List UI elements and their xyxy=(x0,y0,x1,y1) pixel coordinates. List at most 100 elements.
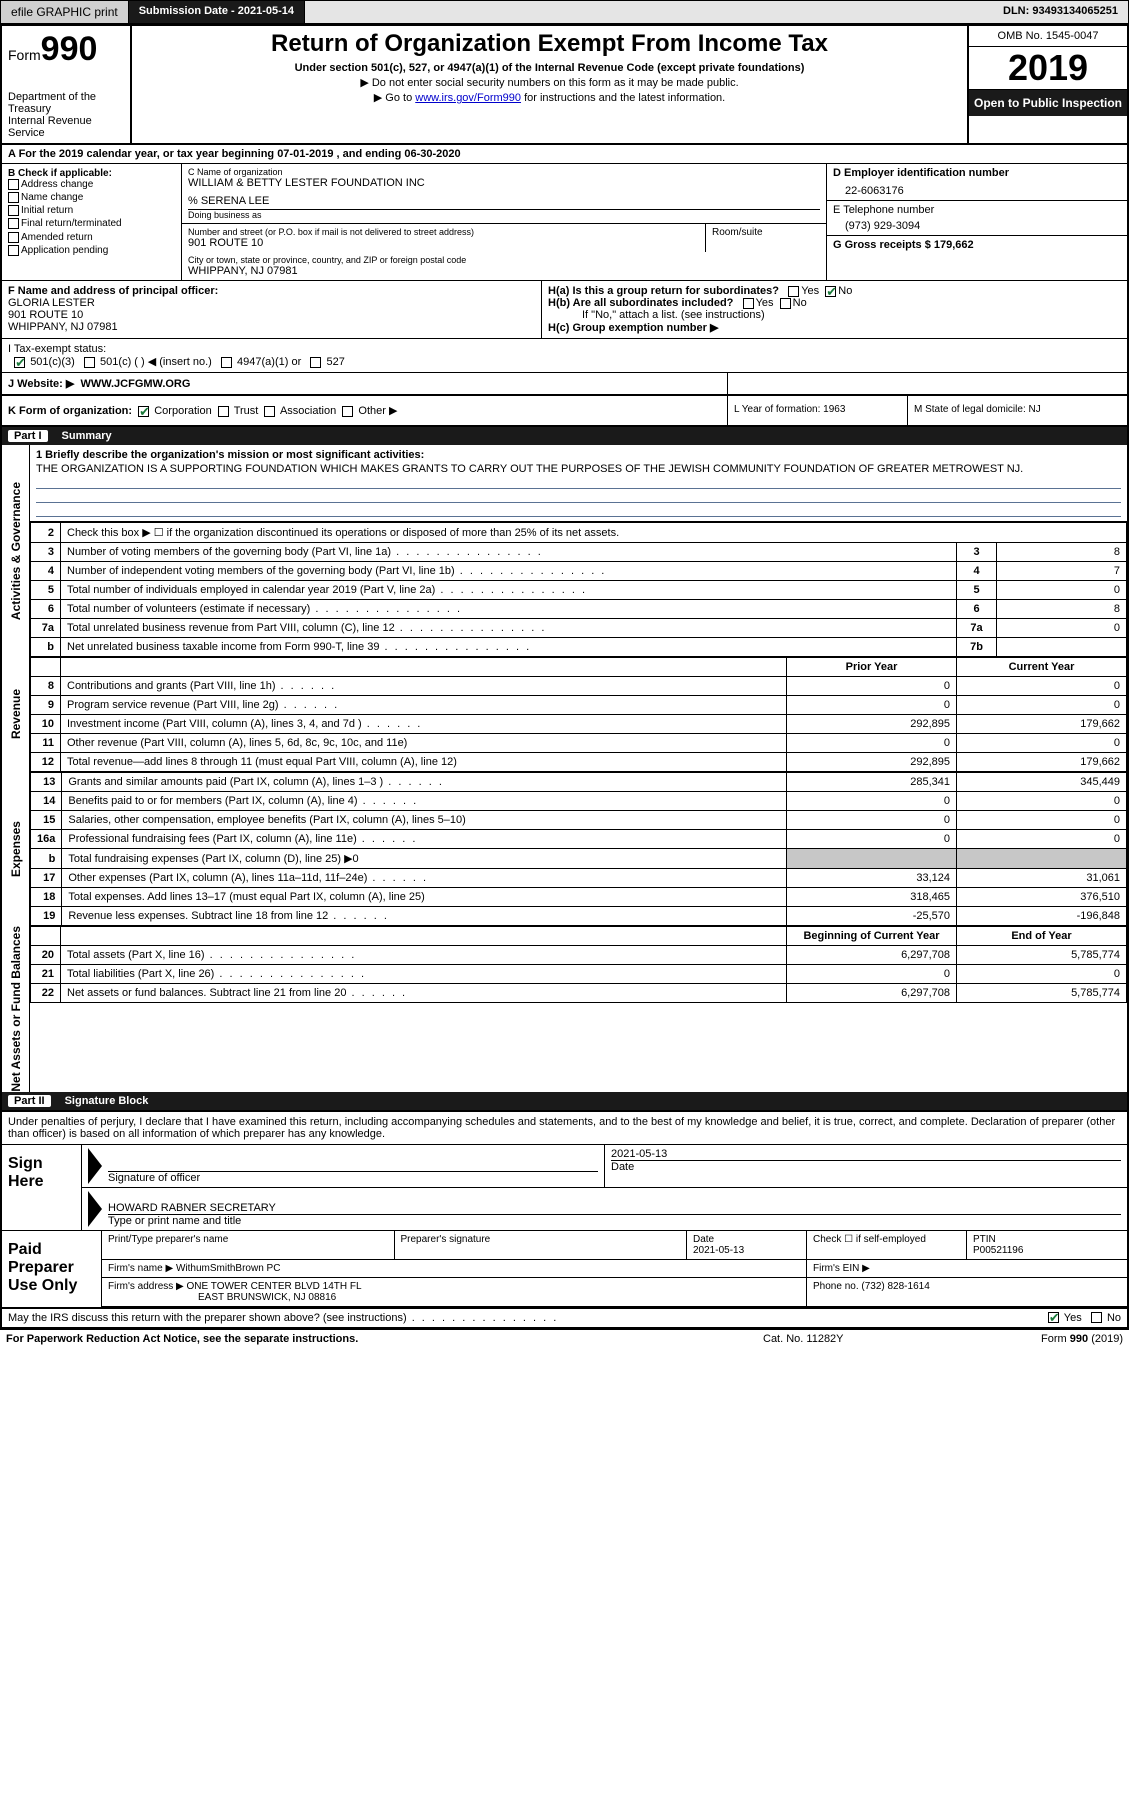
website-row: J Website: ▶ WWW.JCFGMW.ORG xyxy=(2,373,1127,396)
topbar-spacer xyxy=(305,1,993,23)
prep-self-employed[interactable]: Check ☐ if self-employed xyxy=(807,1231,967,1260)
table-row: 20Total assets (Part X, line 16)6,297,70… xyxy=(31,946,1127,965)
firm-name-row: Firm's name ▶ WithumSmithBrown PC Firm's… xyxy=(102,1260,1127,1278)
table-row: Prior YearCurrent Year xyxy=(31,658,1127,677)
table-row: 7aTotal unrelated business revenue from … xyxy=(31,619,1127,638)
page-footer: For Paperwork Reduction Act Notice, see … xyxy=(0,1330,1129,1348)
part-ii-title: Signature Block xyxy=(65,1095,149,1107)
gross-receipts-cell: G Gross receipts $ 179,662 xyxy=(827,236,1127,254)
chk-name-change[interactable]: Name change xyxy=(8,192,175,203)
chk-other[interactable] xyxy=(342,406,353,417)
irs-discuss-no[interactable] xyxy=(1091,1312,1102,1323)
footer-paperwork-notice: For Paperwork Reduction Act Notice, see … xyxy=(6,1333,763,1345)
ein-cell: D Employer identification number 22-6063… xyxy=(827,164,1127,201)
ha-yes[interactable]: Yes xyxy=(801,285,819,297)
form-header: Form990 Department of the Treasury Inter… xyxy=(2,26,1127,145)
chk-corporation[interactable] xyxy=(138,406,149,417)
row-a-tax-year: A For the 2019 calendar year, or tax yea… xyxy=(2,145,1127,164)
officer-title-label: Type or print name and title xyxy=(108,1215,1121,1227)
firm-name-value: WithumSmithBrown PC xyxy=(176,1263,280,1274)
officer-addr1: 901 ROUTE 10 xyxy=(8,309,535,321)
chk-final-return[interactable]: Final return/terminated xyxy=(8,218,175,229)
open-to-public-badge: Open to Public Inspection xyxy=(969,90,1127,116)
net-assets-table: Beginning of Current YearEnd of Year 20T… xyxy=(30,926,1127,1003)
org-name-label: C Name of organization xyxy=(188,167,820,177)
net-assets-section: Net Assets or Fund Balances Beginning of… xyxy=(2,926,1127,1092)
principal-officer-block: F Name and address of principal officer:… xyxy=(2,281,1127,339)
expenses-table: 13Grants and similar amounts paid (Part … xyxy=(30,772,1127,926)
table-row: Beginning of Current YearEnd of Year xyxy=(31,927,1127,946)
chk-4947[interactable] xyxy=(221,357,232,368)
omb-number: OMB No. 1545-0047 xyxy=(969,26,1127,47)
officer-label: F Name and address of principal officer: xyxy=(8,285,218,297)
ha-no[interactable]: No xyxy=(838,285,852,297)
form-number: Form990 xyxy=(8,30,124,69)
sign-here-row: Sign Here Signature of officer 2021-05-1… xyxy=(2,1145,1127,1231)
table-row: 3Number of voting members of the governi… xyxy=(31,543,1127,562)
hb-no[interactable]: No xyxy=(793,297,807,309)
department-label: Department of the Treasury Internal Reve… xyxy=(8,91,124,139)
part-i-num: Part I xyxy=(8,430,48,442)
form-prefix: Form xyxy=(8,47,41,63)
form-title: Return of Organization Exempt From Incom… xyxy=(140,30,959,58)
hc-right-cell xyxy=(727,373,1127,394)
chk-527[interactable] xyxy=(310,357,321,368)
part-i-title: Summary xyxy=(62,430,112,442)
table-row: 22Net assets or fund balances. Subtract … xyxy=(31,984,1127,1003)
website-value: WWW.JCFGMW.ORG xyxy=(80,378,190,390)
table-row: 15Salaries, other compensation, employee… xyxy=(31,811,1127,830)
chk-501c3[interactable] xyxy=(14,357,25,368)
paid-preparer-label: Paid Preparer Use Only xyxy=(2,1231,102,1307)
table-row: 6Total number of volunteers (estimate if… xyxy=(31,600,1127,619)
sig-date-value: 2021-05-13 xyxy=(611,1148,1121,1160)
form-subtitle: Under section 501(c), 527, or 4947(a)(1)… xyxy=(140,62,959,74)
firm-name-label: Firm's name ▶ xyxy=(108,1263,173,1274)
phone-value: (973) 929-3094 xyxy=(833,216,1121,232)
table-row: 5Total number of individuals employed in… xyxy=(31,581,1127,600)
chk-trust[interactable] xyxy=(218,406,229,417)
irs-discuss-yes[interactable] xyxy=(1048,1312,1059,1323)
hb-note: If "No," attach a list. (see instruction… xyxy=(548,309,1121,321)
efile-graphic-print-button[interactable]: efile GRAPHIC print xyxy=(1,1,129,23)
chk-amended-return[interactable]: Amended return xyxy=(8,232,175,243)
paid-preparer-row: Paid Preparer Use Only Print/Type prepar… xyxy=(2,1231,1127,1309)
table-row: 2Check this box ▶ ☐ if the organization … xyxy=(31,523,1127,543)
state-of-domicile: M State of legal domicile: NJ xyxy=(907,396,1127,425)
table-row: bNet unrelated business taxable income f… xyxy=(31,638,1127,657)
city-cell: City or town, state or province, country… xyxy=(182,252,826,280)
website-label: J Website: ▶ xyxy=(8,378,74,390)
table-row: 18Total expenses. Add lines 13–17 (must … xyxy=(31,888,1127,907)
irs-discuss-text: May the IRS discuss this return with the… xyxy=(8,1312,1048,1324)
chk-initial-return[interactable]: Initial return xyxy=(8,205,175,216)
kform-label: K Form of organization: xyxy=(8,405,132,417)
irs-discuss-row: May the IRS discuss this return with the… xyxy=(2,1309,1127,1328)
ha-group-return: H(a) Is this a group return for subordin… xyxy=(548,285,1121,297)
firm-addr1: ONE TOWER CENTER BLVD 14TH FL xyxy=(187,1281,362,1292)
addr-label: Number and street (or P.O. box if mail i… xyxy=(188,227,699,237)
header-right: OMB No. 1545-0047 2019 Open to Public In… xyxy=(967,26,1127,143)
activities-governance-section: Activities & Governance 1 Briefly descri… xyxy=(2,445,1127,657)
part-ii-header: Part II Signature Block xyxy=(2,1092,1127,1110)
column-c-org-info: C Name of organization WILLIAM & BETTY L… xyxy=(182,164,827,280)
row-a-text: A For the 2019 calendar year, or tax yea… xyxy=(8,148,461,160)
sign-here-label: Sign Here xyxy=(2,1145,82,1230)
officer-printed-name: HOWARD RABNER SECRETARY xyxy=(108,1202,1121,1215)
org-name-value: WILLIAM & BETTY LESTER FOUNDATION INC xyxy=(188,177,820,189)
table-row: 4Number of independent voting members of… xyxy=(31,562,1127,581)
table-row: 19Revenue less expenses. Subtract line 1… xyxy=(31,907,1127,926)
chk-association[interactable] xyxy=(264,406,275,417)
column-d-right: D Employer identification number 22-6063… xyxy=(827,164,1127,280)
mission-text: THE ORGANIZATION IS A SUPPORTING FOUNDAT… xyxy=(36,463,1121,475)
hb-yes[interactable]: Yes xyxy=(756,297,774,309)
firm-addr2: EAST BRUNSWICK, NJ 08816 xyxy=(108,1292,336,1303)
form-990-frame: Form990 Department of the Treasury Inter… xyxy=(0,24,1129,1330)
revenue-section: Revenue Prior YearCurrent Year 8Contribu… xyxy=(2,657,1127,772)
vtab-net-assets: Net Assets or Fund Balances xyxy=(2,926,30,1092)
prep-date-value: 2021-05-13 xyxy=(693,1245,744,1256)
instructions-link[interactable]: www.irs.gov/Form990 xyxy=(415,92,521,104)
chk-address-change[interactable]: Address change xyxy=(8,179,175,190)
chk-application-pending[interactable]: Application pending xyxy=(8,245,175,256)
chk-501c[interactable] xyxy=(84,357,95,368)
prep-name-label: Print/Type preparer's name xyxy=(102,1231,395,1260)
firm-address-row: Firm's address ▶ ONE TOWER CENTER BLVD 1… xyxy=(102,1278,1127,1307)
